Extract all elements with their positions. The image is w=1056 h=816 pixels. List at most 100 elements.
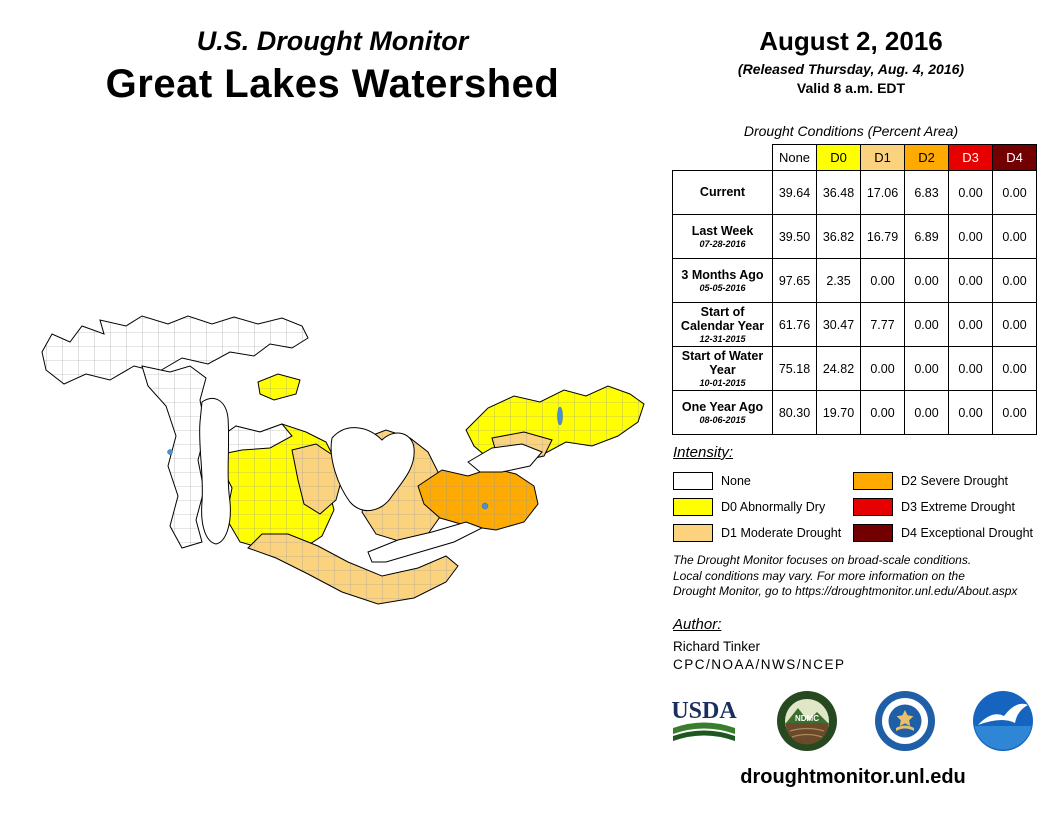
row-sublabel: 07-28-2016 — [699, 238, 746, 249]
table-row-current: Current 39.64 36.48 17.06 6.83 0.00 0.00 — [672, 170, 1037, 215]
row-sublabel: 10-01-2015 — [699, 378, 746, 389]
legend-item-d0: D0 Abnormally Dry — [673, 498, 853, 516]
valid-time: Valid 8 a.m. EDT — [796, 80, 906, 96]
cell-d3: 0.00 — [948, 258, 993, 303]
map-region-none-superior — [41, 315, 309, 385]
author-name: Richard Tinker — [673, 639, 761, 654]
table-row-one-year-ago: One Year Ago 08-06-2015 80.30 19.70 0.00… — [672, 390, 1037, 436]
row-header: Start of Water Year 10-01-2015 — [672, 346, 773, 392]
row-label: Last Week — [691, 223, 754, 238]
map-lakes — [199, 398, 543, 563]
small-lake-marker — [557, 406, 563, 426]
map-regions — [41, 315, 645, 605]
cell-d1: 0.00 — [860, 258, 905, 303]
table-row-start-water-year: Start of Water Year 10-01-2015 75.18 24.… — [672, 346, 1037, 392]
legend-item-d3: D3 Extreme Drought — [853, 498, 1035, 516]
row-header: Current — [672, 170, 773, 215]
table-header-row: None D0 D1 D2 D3 D4 — [673, 144, 1037, 171]
cell-none: 61.76 — [772, 301, 817, 348]
row-header: 3 Months Ago 05-05-2016 — [672, 258, 773, 303]
legend-swatch-d3 — [853, 498, 893, 516]
author-heading: Author: — [673, 616, 722, 633]
legend-item-none: None — [673, 472, 853, 490]
legend-item-d2: D2 Severe Drought — [853, 472, 1035, 490]
legend-swatch-none — [673, 472, 713, 490]
usda-logo: USDA — [671, 698, 737, 741]
row-label: Start of Calendar Year — [680, 305, 765, 333]
legend-item-d1: D1 Moderate Drought — [673, 524, 853, 542]
legend-item-d4: D4 Exceptional Drought — [853, 524, 1035, 542]
cell-d4: 0.00 — [992, 214, 1037, 259]
cell-d3: 0.00 — [948, 390, 993, 436]
cell-d1: 0.00 — [860, 390, 905, 436]
cell-d4: 0.00 — [992, 258, 1037, 303]
legend-label: None — [721, 474, 751, 488]
map-region-d1-south-rim — [247, 533, 459, 605]
lake-ontario — [467, 443, 543, 473]
date-block: August 2, 2016 (Released Thursday, Aug. … — [672, 26, 1030, 96]
map-region-d2-western-ny — [417, 467, 539, 531]
legend-label: D2 Severe Drought — [901, 474, 1009, 488]
small-lake-marker — [167, 449, 173, 455]
drought-map — [41, 315, 645, 605]
row-header: Start of Calendar Year 12-31-2015 — [672, 301, 773, 348]
cell-d4: 0.00 — [992, 346, 1037, 392]
noaa-logo — [973, 691, 1033, 751]
table-row-last-week: Last Week 07-28-2016 39.50 36.82 16.79 6… — [672, 214, 1037, 259]
table-corner-cell — [673, 145, 773, 171]
ndmc-logo: NDMC — [777, 691, 837, 751]
cell-d2: 0.00 — [904, 346, 949, 392]
cell-d3: 0.00 — [948, 301, 993, 348]
cell-d2: 6.83 — [904, 170, 949, 215]
column-header-d4: D4 — [992, 144, 1037, 171]
column-header-d1: D1 — [860, 144, 905, 171]
column-header-d3: D3 — [948, 144, 993, 171]
intensity-legend: None D0 Abnormally Dry D1 Moderate Droug… — [673, 468, 1035, 546]
cell-d3: 0.00 — [948, 346, 993, 392]
cell-none: 39.50 — [772, 214, 817, 259]
row-sublabel: 05-05-2016 — [699, 282, 746, 293]
legend-swatch-d4 — [853, 524, 893, 542]
cell-d0: 36.82 — [816, 214, 861, 259]
column-header-none: None — [772, 144, 817, 171]
cell-none: 75.18 — [772, 346, 817, 392]
cell-none: 97.65 — [772, 258, 817, 303]
usda-logo-text: USDA — [671, 698, 737, 724]
small-lake-marker — [481, 502, 489, 510]
cell-d2: 0.00 — [904, 390, 949, 436]
row-label: Current — [699, 185, 746, 199]
column-header-d0: D0 — [816, 144, 861, 171]
cell-d2: 6.89 — [904, 214, 949, 259]
row-label: 3 Months Ago — [681, 267, 764, 282]
cell-d4: 0.00 — [992, 301, 1037, 348]
legend-label: D0 Abnormally Dry — [721, 500, 826, 514]
cell-d0: 2.35 — [816, 258, 861, 303]
legend-label: D1 Moderate Drought — [721, 526, 842, 540]
cell-none: 39.64 — [772, 170, 817, 215]
legend-swatch-d0 — [673, 498, 713, 516]
map-region-d1-thumb — [291, 443, 343, 515]
map-region-d0-upper-peninsula — [257, 373, 301, 401]
cell-d4: 0.00 — [992, 170, 1037, 215]
row-sublabel: 08-06-2015 — [699, 415, 746, 426]
footer-url: droughtmonitor.unl.edu — [740, 766, 966, 788]
table-title: Drought Conditions (Percent Area) — [743, 123, 959, 139]
table-row-start-calendar-year: Start of Calendar Year 12-31-2015 61.76 … — [672, 301, 1037, 348]
cell-none: 80.30 — [772, 390, 817, 436]
report-supertitle: U.S. Drought Monitor — [196, 26, 469, 56]
legend-swatch-d1 — [673, 524, 713, 542]
author-org: CPC/NOAA/NWS/NCEP — [673, 657, 846, 672]
release-date: (Released Thursday, Aug. 4, 2016) — [737, 61, 965, 77]
ndmc-logo-text: NDMC — [795, 714, 819, 723]
lake-erie — [367, 521, 484, 563]
drought-conditions-table: None D0 D1 D2 D3 D4 Current 39.64 36.48 … — [672, 144, 1037, 436]
row-sublabel: 12-31-2015 — [699, 334, 746, 344]
cell-d4: 0.00 — [992, 390, 1037, 436]
cell-d2: 0.00 — [904, 301, 949, 348]
map-region-none-wisconsin-shore — [141, 365, 207, 549]
cell-d1: 0.00 — [860, 346, 905, 392]
page-title: Great Lakes Watershed — [105, 62, 560, 106]
column-header-d2: D2 — [904, 144, 949, 171]
cell-d0: 30.47 — [816, 301, 861, 348]
